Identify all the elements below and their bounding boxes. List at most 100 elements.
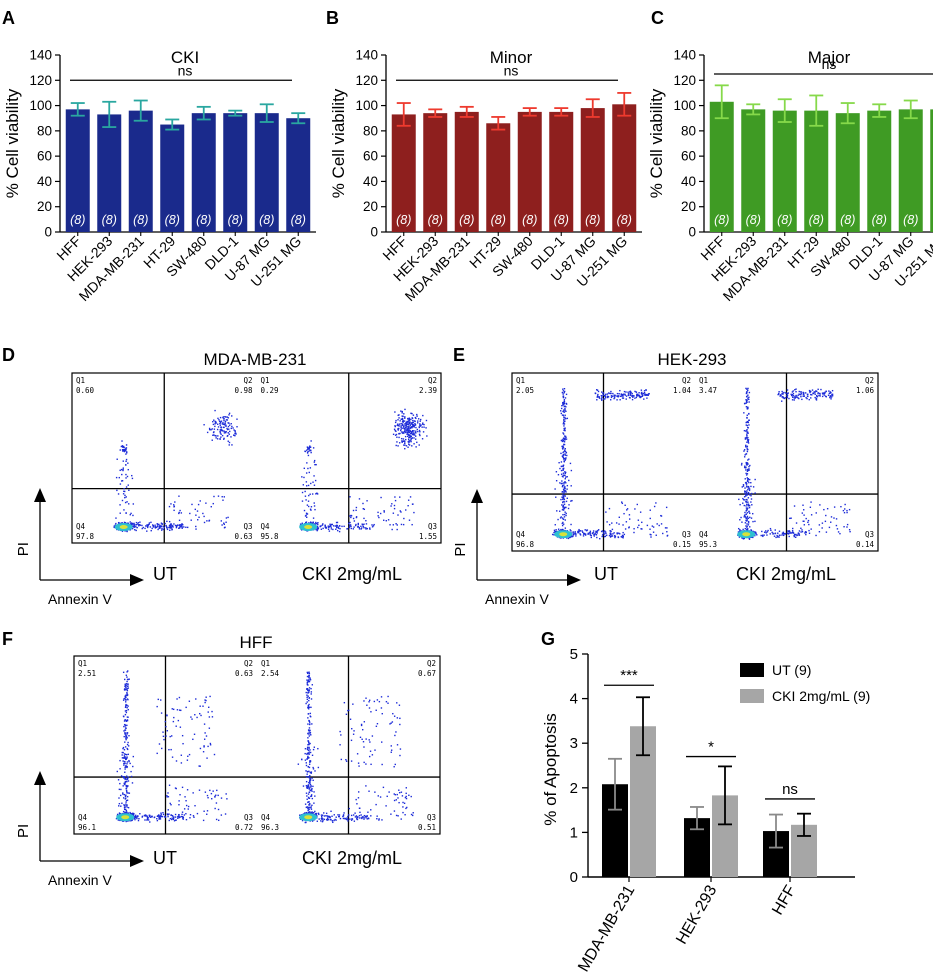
event-dot [161,815,163,818]
dot-cloud-r [297,671,414,824]
event-dot [564,437,566,440]
event-dot [117,779,120,781]
event-dot [309,493,311,495]
dot-cloud-r [299,408,428,533]
event-dot [821,522,824,524]
event-dot [189,817,191,819]
event-dot [750,495,752,497]
event-dot [402,811,404,814]
event-dot [126,756,128,758]
event-dot [562,421,565,423]
event-dot [396,717,399,719]
event-dot [306,696,308,699]
event-dot [564,453,566,455]
event-dot [633,531,635,534]
event-dot [810,528,812,530]
event-dot [754,531,757,533]
event-dot [559,467,561,470]
event-dot [784,392,787,394]
event-dot [566,484,569,487]
event-dot [125,477,127,479]
event-dot [192,792,194,794]
event-dot [402,432,404,435]
event-dot [307,713,310,715]
event-dot [304,515,307,517]
event-dot [650,534,652,536]
event-dot [563,457,565,460]
q1-value: 3.47 [699,386,717,395]
event-dot [748,465,750,468]
event-dot [585,529,588,532]
n-label: (8) [714,213,729,227]
event-dot [402,426,405,428]
event-dot [305,521,308,523]
event-dot [801,529,803,531]
y-tick-label: 4 [570,691,578,708]
event-dot [563,420,566,423]
event-dot [310,482,312,485]
event-dot [795,522,798,524]
event-dot [216,428,219,431]
event-dot [798,390,800,393]
event-dot [335,525,338,527]
event-dot [746,468,749,471]
event-dot [126,694,128,697]
event-dot [398,704,401,706]
event-dot [202,512,204,515]
event-dot [561,517,564,519]
event-dot [210,429,212,431]
event-dot [809,506,812,508]
event-dot [748,504,751,507]
event-dot [120,445,123,448]
event-dot [754,492,756,494]
event-dot [309,782,311,785]
event-dot [349,718,352,720]
event-dot [404,442,406,444]
event-dot [806,395,809,397]
event-dot [787,530,789,532]
event-dot [131,813,133,815]
event-dot [306,773,308,775]
event-dot [126,452,128,454]
event-dot [610,396,613,399]
event-dot [411,814,414,817]
q3-label: Q3 [428,522,437,531]
event-dot [125,496,127,498]
event-dot [223,432,226,434]
event-dot [227,440,229,442]
q2-value: 1.04 [673,386,692,395]
y-tick-label: 60 [37,149,52,164]
event-dot [353,520,356,522]
event-dot [781,396,783,398]
event-dot [803,524,806,526]
event-dot [205,502,207,504]
event-dot [778,391,780,393]
event-dot [141,527,143,530]
event-dot [121,473,123,476]
event-dot [828,526,831,529]
y-tick-label: 120 [673,73,696,88]
event-dot [132,525,134,528]
event-dot [222,422,224,424]
event-dot [306,812,308,814]
significance-label: *** [620,667,638,684]
event-dot [122,747,124,750]
event-dot [563,497,565,500]
event-dot [122,792,124,794]
event-dot [611,522,613,524]
event-dot [400,511,402,513]
event-dot [307,484,310,487]
event-dot [125,694,127,696]
event-dot [164,720,167,723]
event-dot [133,526,135,529]
event-dot [412,812,414,814]
event-dot [393,766,395,768]
event-dot [235,432,237,435]
event-dot [178,696,181,699]
event-dot [363,818,365,820]
event-dot [746,462,749,464]
event-dot [322,820,324,822]
event-dot [795,388,797,390]
event-dot [368,701,370,703]
